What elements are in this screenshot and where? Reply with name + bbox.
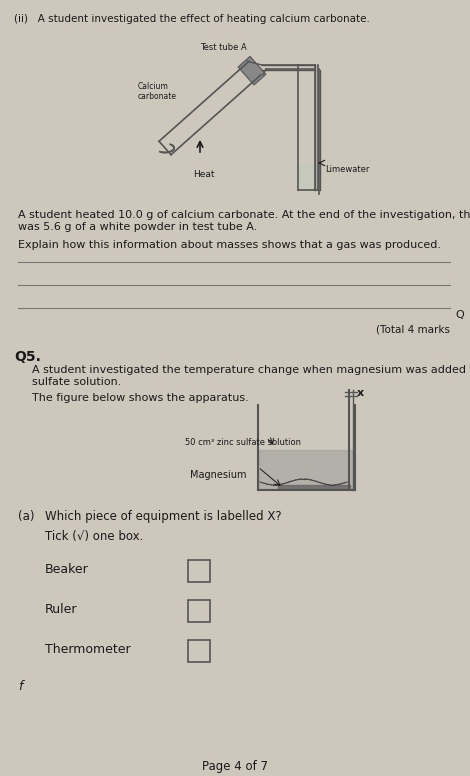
Text: Thermometer: Thermometer [45,643,131,656]
Text: (ii)   A student investigated the effect of heating calcium carbonate.: (ii) A student investigated the effect o… [14,14,370,24]
Text: Explain how this information about masses shows that a gas was produced.: Explain how this information about masse… [18,240,441,250]
Text: Limewater: Limewater [325,165,369,174]
Text: Calcium
carbonate: Calcium carbonate [138,82,177,102]
Text: Q: Q [455,310,464,320]
Text: x: x [357,388,364,398]
Text: Test tube A: Test tube A [200,43,247,52]
Text: Page 4 of 7: Page 4 of 7 [202,760,268,773]
Text: f: f [18,680,23,693]
Polygon shape [238,57,266,85]
Text: Ruler: Ruler [45,603,78,616]
Text: 50 cm³ zinc sulfate solution: 50 cm³ zinc sulfate solution [185,438,301,447]
Text: Magnesium: Magnesium [190,470,246,480]
Bar [188,560,210,582]
Text: Beaker: Beaker [45,563,89,576]
Text: Which piece of equipment is labelled X?: Which piece of equipment is labelled X? [45,510,282,523]
Text: Heat: Heat [193,170,214,179]
Bar [188,640,210,662]
Text: A student heated 10.0 g of calcium carbonate. At the end of the investigation, t: A student heated 10.0 g of calcium carbo… [18,210,470,231]
Text: (Total 4 marks: (Total 4 marks [376,325,450,335]
Text: Q5.: Q5. [14,350,41,364]
Text: A student investigated the temperature change when magnesium was added to zinc
s: A student investigated the temperature c… [32,365,470,386]
Text: Tick (√) one box.: Tick (√) one box. [45,530,143,543]
Text: (a): (a) [18,510,34,523]
Bar [188,600,210,622]
Text: The figure below shows the apparatus.: The figure below shows the apparatus. [32,393,249,403]
